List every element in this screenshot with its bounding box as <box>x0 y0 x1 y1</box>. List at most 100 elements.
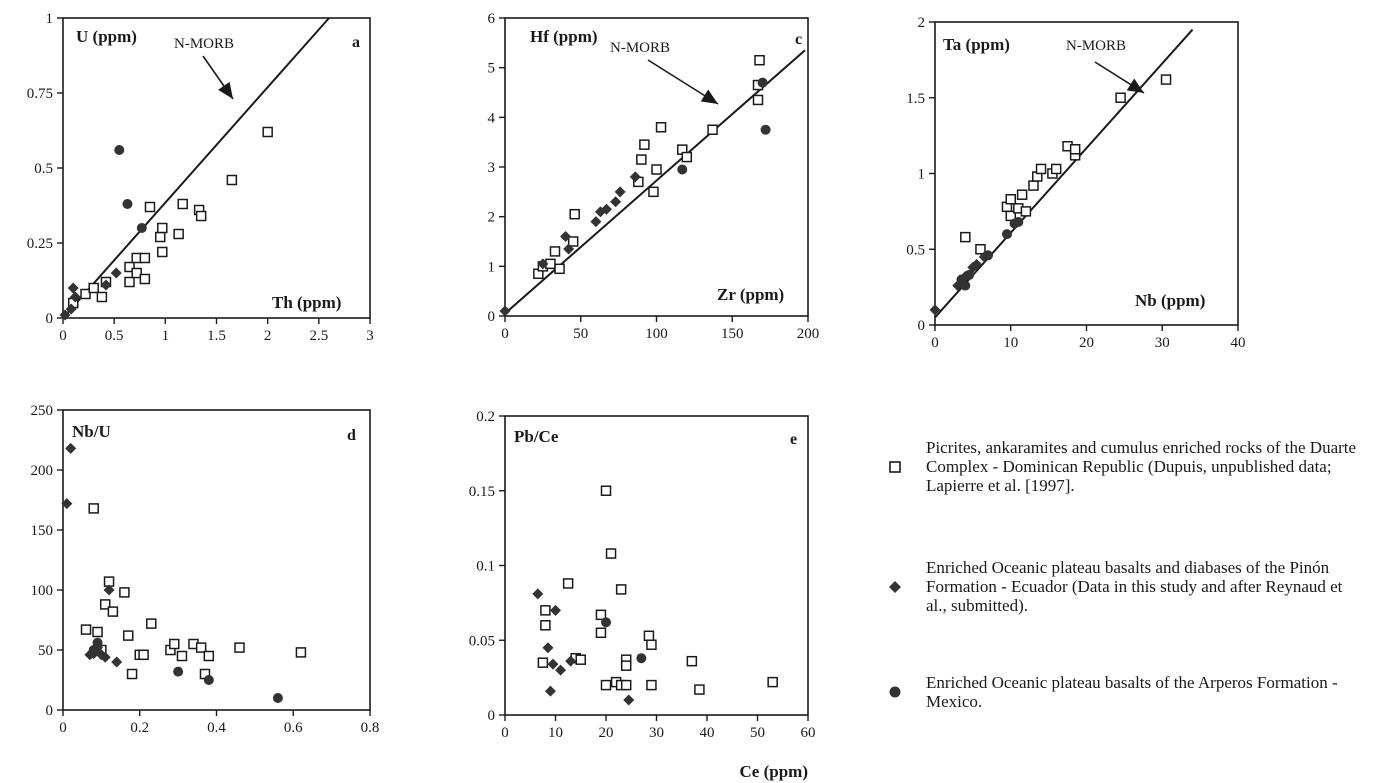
data-point-open-square <box>88 282 99 294</box>
data-point-diamond <box>550 604 561 616</box>
data-point-open-square <box>639 139 650 150</box>
y-tick-label: 0 <box>488 708 496 724</box>
data-point-diamond <box>565 655 577 667</box>
data-point-open-square <box>754 54 765 66</box>
x-tick-label: 20 <box>599 725 614 741</box>
n-morb-arrow-head <box>218 81 233 99</box>
legend-item-pinon: Enriched Oceanic plateau basalts and dia… <box>880 558 1360 615</box>
data-point-circle <box>601 617 611 628</box>
data-point-open-square <box>569 208 580 220</box>
x-tick-label: 0.6 <box>284 720 303 736</box>
data-point-open-square <box>646 679 657 691</box>
diamond-marker-icon <box>889 580 901 593</box>
data-point-open-square <box>1035 163 1047 175</box>
data-point-diamond <box>499 305 511 317</box>
x-axis-label: Zr (ppm) <box>717 285 784 304</box>
data-point-open-square <box>195 210 207 222</box>
y-tick-label: 0 <box>46 703 54 719</box>
n-morb-reference-line <box>62 17 330 319</box>
x-tick-label: 40 <box>1231 335 1246 351</box>
data-point-open-square <box>1050 163 1062 175</box>
data-point-open-square <box>595 627 607 639</box>
x-axis-label: Th (ppm) <box>272 293 341 312</box>
n-morb-label: N-MORB <box>174 36 234 52</box>
x-tick-label: 0 <box>59 720 67 736</box>
data-point-open-square <box>595 609 607 621</box>
data-point-diamond <box>69 291 81 303</box>
data-point-open-square <box>203 650 215 662</box>
y-tick-label: 0.25 <box>27 236 53 252</box>
y-tick-label: 0.2 <box>476 409 495 425</box>
data-point-open-square <box>1160 74 1172 85</box>
y-tick-label: 0 <box>488 309 496 325</box>
data-point-open-square <box>126 668 138 680</box>
x-tick-label: 30 <box>1155 335 1170 351</box>
data-point-open-square <box>651 164 662 175</box>
data-point-open-square <box>92 626 103 638</box>
data-point-diamond <box>67 282 79 294</box>
data-point-open-square <box>96 291 108 303</box>
data-point-open-square <box>234 642 245 653</box>
data-point-open-square <box>139 273 151 285</box>
y-tick-label: 0 <box>918 318 926 334</box>
legend-text-duarte: Picrites, ankaramites and cumulus enrich… <box>926 438 1357 495</box>
data-point-open-square <box>600 679 612 691</box>
y-tick-label: 0.75 <box>27 86 53 102</box>
data-point-open-square <box>131 267 142 279</box>
y-axis-label: Nb/U <box>72 422 111 441</box>
data-point-open-square <box>646 639 657 650</box>
x-tick-label: 0 <box>59 328 67 344</box>
data-point-open-square <box>107 606 119 617</box>
data-point-open-square <box>144 201 156 213</box>
data-point-circle <box>983 250 994 261</box>
data-point-circle <box>960 280 971 291</box>
data-point-circle <box>1001 229 1012 240</box>
data-point-open-square <box>562 578 574 589</box>
legend-text-arperos: Enriched Oceanic plateau basalts of the … <box>926 673 1338 711</box>
data-point-diamond <box>537 258 549 270</box>
data-point-diamond <box>103 584 115 596</box>
data-point-diamond <box>929 304 941 316</box>
data-point-circle <box>173 666 184 677</box>
data-point-open-square <box>655 122 667 133</box>
data-point-open-square <box>124 261 135 273</box>
data-point-diamond <box>563 243 575 255</box>
data-point-circle <box>92 637 103 648</box>
x-tick-label: 2 <box>264 328 272 344</box>
y-tick-label: 4 <box>488 110 496 126</box>
data-point-open-square <box>124 276 135 288</box>
data-point-circle <box>122 199 133 209</box>
panel-letter: a <box>352 34 360 51</box>
data-point-open-square <box>540 620 551 631</box>
data-point-open-square <box>157 222 168 234</box>
open-square-marker-icon <box>889 460 901 473</box>
y-tick-label: 2 <box>488 210 496 226</box>
data-point-diamond <box>65 442 77 454</box>
data-point-open-square <box>262 126 273 138</box>
x-tick-label: 1.5 <box>207 328 226 344</box>
plot-frame <box>504 415 809 716</box>
y-tick-label: 1 <box>918 167 926 183</box>
x-tick-label: 100 <box>645 326 668 342</box>
data-point-open-square <box>620 679 632 691</box>
data-point-open-square <box>80 288 91 300</box>
x-tick-label: 50 <box>750 725 765 741</box>
data-point-diamond <box>100 279 112 291</box>
x-tick-label: 20 <box>1079 335 1094 351</box>
circle-marker-icon <box>889 686 901 698</box>
x-tick-label: 200 <box>797 326 820 342</box>
x-axis-label: Ce (ppm) <box>740 762 808 781</box>
x-tick-label: 1 <box>162 328 170 344</box>
n-morb-label: N-MORB <box>1066 38 1126 54</box>
data-point-open-square <box>643 630 655 642</box>
x-tick-label: 0.5 <box>105 328 124 344</box>
y-tick-label: 0.5 <box>906 242 925 258</box>
data-point-diamond <box>532 588 544 600</box>
y-axis-label: Pb/Ce <box>514 427 559 446</box>
y-tick-label: 50 <box>38 643 53 659</box>
data-point-diamond <box>971 258 983 270</box>
n-morb-label: N-MORB <box>610 40 670 56</box>
plot-frame <box>62 409 371 711</box>
y-tick-label: 150 <box>31 523 54 539</box>
data-point-circle <box>203 675 214 685</box>
